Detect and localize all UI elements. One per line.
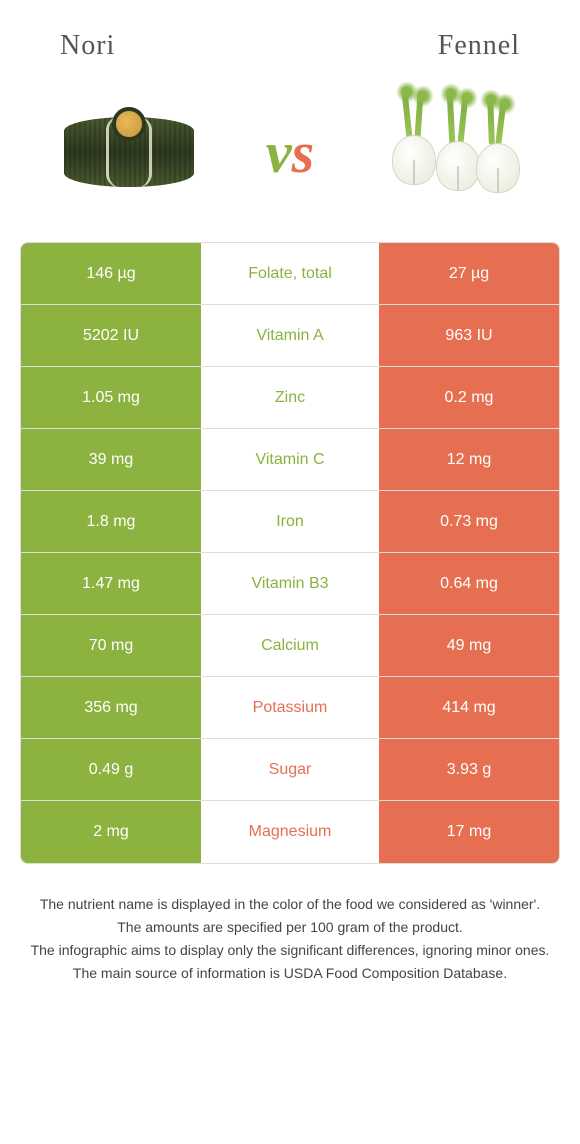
left-value: 2 mg [21,801,201,863]
right-value: 0.2 mg [379,367,559,428]
left-value: 1.47 mg [21,553,201,614]
right-value: 0.73 mg [379,491,559,552]
nutrient-label: Iron [201,491,379,552]
nutrient-label: Vitamin C [201,429,379,490]
footnote-line-3: The infographic aims to display only the… [25,940,555,961]
left-food-title: Nori [60,30,115,62]
nutrient-label: Zinc [201,367,379,428]
right-value: 12 mg [379,429,559,490]
right-value: 27 µg [379,243,559,304]
right-value: 963 IU [379,305,559,366]
nutrient-table: 146 µgFolate, total27 µg5202 IUVitamin A… [20,242,560,864]
right-value: 3.93 g [379,739,559,800]
table-row: 356 mgPotassium414 mg [21,677,559,739]
vs-badge: vs [266,119,314,186]
left-value: 1.05 mg [21,367,201,428]
right-food-title: Fennel [438,30,520,62]
table-row: 70 mgCalcium49 mg [21,615,559,677]
table-row: 39 mgVitamin C12 mg [21,429,559,491]
nutrient-label: Folate, total [201,243,379,304]
nutrient-label: Vitamin A [201,305,379,366]
right-value: 414 mg [379,677,559,738]
left-value: 356 mg [21,677,201,738]
footnote-line-2: The amounts are specified per 100 gram o… [25,917,555,938]
left-value: 39 mg [21,429,201,490]
nutrient-label: Magnesium [201,801,379,863]
nori-image [49,87,209,217]
footnote-line-4: The main source of information is USDA F… [25,963,555,984]
table-row: 2 mgMagnesium17 mg [21,801,559,863]
vs-v-letter: v [266,120,292,185]
left-value: 0.49 g [21,739,201,800]
nutrient-label: Potassium [201,677,379,738]
footnote: The nutrient name is displayed in the co… [25,894,555,984]
fennel-image [371,87,531,217]
table-row: 1.8 mgIron0.73 mg [21,491,559,553]
left-value: 70 mg [21,615,201,676]
nutrient-label: Vitamin B3 [201,553,379,614]
right-value: 17 mg [379,801,559,863]
left-value: 5202 IU [21,305,201,366]
images-row: vs [0,72,580,242]
table-row: 146 µgFolate, total27 µg [21,243,559,305]
header: Nori Fennel [0,0,580,72]
left-value: 1.8 mg [21,491,201,552]
nutrient-label: Calcium [201,615,379,676]
left-value: 146 µg [21,243,201,304]
right-value: 0.64 mg [379,553,559,614]
table-row: 1.47 mgVitamin B30.64 mg [21,553,559,615]
nutrient-label: Sugar [201,739,379,800]
table-row: 1.05 mgZinc0.2 mg [21,367,559,429]
vs-s-letter: s [292,120,315,185]
right-value: 49 mg [379,615,559,676]
table-row: 5202 IUVitamin A963 IU [21,305,559,367]
footnote-line-1: The nutrient name is displayed in the co… [25,894,555,915]
table-row: 0.49 gSugar3.93 g [21,739,559,801]
